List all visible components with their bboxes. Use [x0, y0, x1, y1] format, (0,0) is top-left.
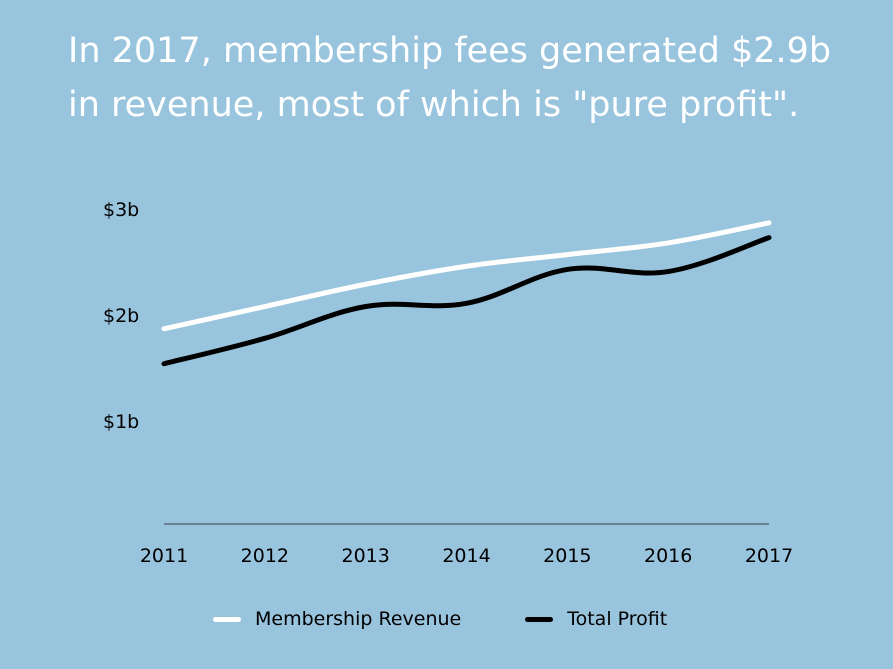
legend-swatch: [213, 616, 241, 622]
chart-title-line-1: In 2017, membership fees generated $2.9b: [68, 31, 832, 71]
y-tick-label-3b: $3b: [103, 199, 139, 221]
legend-item-membership-revenue: Membership Revenue: [213, 608, 461, 630]
x-tick-label-2011: 2011: [140, 545, 188, 567]
x-tick-label-2012: 2012: [241, 545, 289, 567]
chart-title-line-2: in revenue, most of which is "pure profi…: [68, 85, 800, 125]
x-tick-label-2015: 2015: [543, 545, 591, 567]
y-tick-label-1b: $1b: [103, 411, 139, 433]
series-line-membership-revenue: [161, 220, 772, 332]
x-tick-label-2014: 2014: [442, 545, 490, 567]
x-tick-label-2013: 2013: [341, 545, 389, 567]
legend-label: Total Profit: [567, 608, 668, 630]
x-tick-label-2016: 2016: [644, 545, 692, 567]
chart-title: In 2017, membership fees generated $2.9b…: [68, 24, 878, 132]
chart-legend: Membership Revenue Total Profit: [213, 604, 667, 634]
legend-item-total-profit: Total Profit: [525, 608, 667, 630]
x-tick-label-2017: 2017: [745, 545, 793, 567]
y-tick-label-2b: $2b: [103, 305, 139, 327]
legend-swatch: [525, 616, 554, 622]
legend-label: Membership Revenue: [255, 608, 462, 630]
series-line-total-profit: [161, 235, 772, 367]
